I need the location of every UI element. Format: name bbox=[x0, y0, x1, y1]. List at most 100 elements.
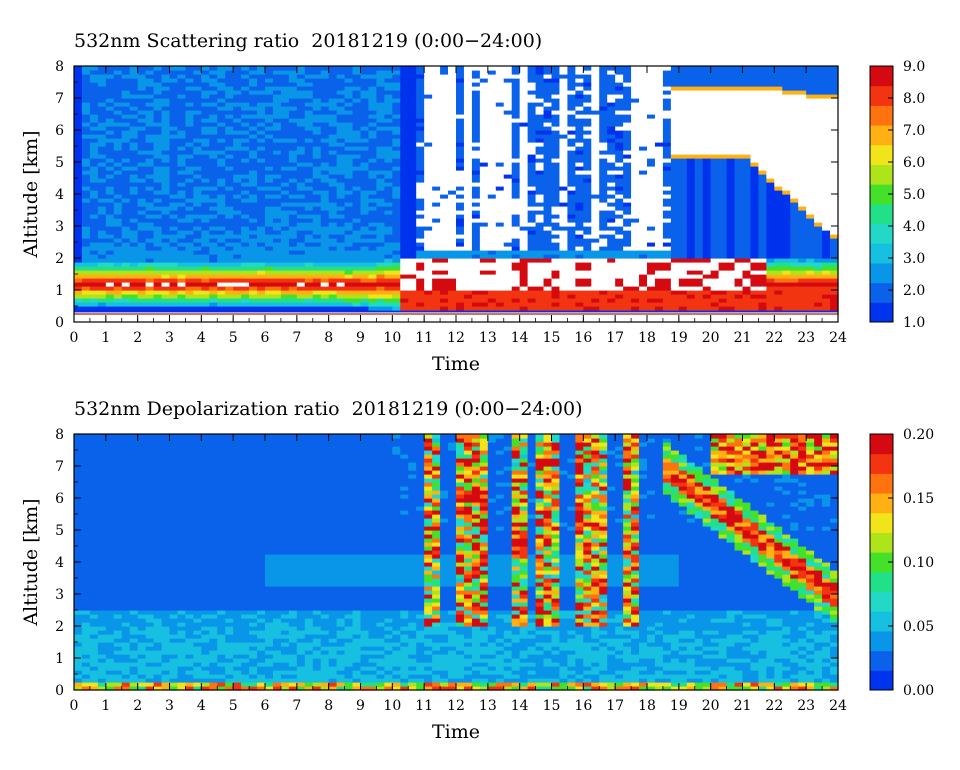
heatmap-cell bbox=[105, 274, 115, 279]
heatmap-cell bbox=[312, 66, 322, 71]
heatmap-cell bbox=[280, 118, 290, 123]
heatmap-cell bbox=[161, 110, 171, 115]
heatmap-cell bbox=[241, 238, 250, 243]
heatmap-cell bbox=[89, 150, 99, 155]
heatmap-cell bbox=[129, 270, 139, 275]
heatmap-cell bbox=[105, 134, 115, 139]
heatmap-cell bbox=[89, 126, 99, 131]
heatmap-cell bbox=[360, 90, 370, 95]
heatmap-cell bbox=[320, 158, 330, 163]
heatmap-cell bbox=[368, 178, 378, 183]
heatmap-cell bbox=[448, 302, 457, 307]
heatmap-cell bbox=[121, 182, 131, 187]
heatmap-cell bbox=[217, 242, 226, 247]
heatmap-cell bbox=[440, 78, 449, 83]
heatmap-cell bbox=[376, 266, 385, 271]
heatmap-cell bbox=[432, 150, 441, 155]
heatmap-cell bbox=[193, 294, 202, 299]
heatmap-cell bbox=[599, 274, 608, 279]
heatmap-cell bbox=[193, 98, 202, 103]
heatmap-cell bbox=[145, 286, 155, 291]
heatmap-cell bbox=[368, 154, 378, 159]
heatmap-cell bbox=[344, 178, 354, 183]
heatmap-cell bbox=[272, 122, 282, 127]
heatmap-cell bbox=[74, 210, 83, 215]
heatmap-cell bbox=[185, 170, 194, 175]
heatmap-cell bbox=[129, 118, 139, 123]
heatmap-cell bbox=[631, 94, 640, 99]
heatmap-cell bbox=[217, 282, 226, 287]
heatmap-cell bbox=[615, 186, 624, 191]
heatmap-cell bbox=[495, 242, 505, 247]
heatmap-cell bbox=[623, 154, 632, 159]
heatmap-cell bbox=[89, 290, 99, 295]
heatmap-cell bbox=[161, 114, 171, 119]
heatmap-cell bbox=[360, 174, 370, 179]
heatmap-cell bbox=[424, 126, 433, 131]
heatmap-cell bbox=[599, 166, 608, 171]
heatmap-cell bbox=[352, 250, 362, 255]
heatmap-cell bbox=[647, 258, 656, 263]
heatmap-cell bbox=[217, 190, 226, 195]
heatmap-cell bbox=[416, 98, 425, 103]
heatmap-cell bbox=[217, 170, 226, 175]
heatmap-cell bbox=[360, 162, 370, 167]
heatmap-cell bbox=[217, 298, 226, 303]
heatmap-cell bbox=[400, 282, 409, 287]
heatmap-cell bbox=[368, 126, 378, 131]
heatmap-cell bbox=[89, 158, 99, 163]
heatmap-cell bbox=[448, 274, 457, 279]
heatmap-cell bbox=[233, 154, 242, 159]
heatmap-cell bbox=[647, 146, 656, 151]
heatmap-cell bbox=[249, 246, 258, 251]
heatmap-cell bbox=[376, 258, 385, 263]
heatmap-cell bbox=[368, 234, 378, 239]
heatmap-cell bbox=[344, 170, 354, 175]
heatmap-cell bbox=[543, 278, 553, 283]
heatmap-cell bbox=[639, 82, 648, 87]
heatmap-cell bbox=[81, 242, 91, 247]
heatmap-cell bbox=[265, 118, 274, 123]
heatmap-cell bbox=[121, 254, 131, 259]
heatmap-cell bbox=[519, 306, 529, 311]
heatmap-cell bbox=[145, 206, 155, 211]
heatmap-cell bbox=[535, 270, 545, 275]
heatmap-cell bbox=[161, 178, 171, 183]
heatmap-cell bbox=[400, 182, 409, 187]
heatmap-cell bbox=[599, 178, 608, 183]
heatmap-cell bbox=[265, 290, 274, 295]
heatmap-cell bbox=[105, 78, 115, 83]
heatmap-cell bbox=[471, 150, 481, 155]
heatmap-cell bbox=[599, 238, 608, 243]
heatmap-cell bbox=[551, 78, 561, 83]
heatmap-cell bbox=[376, 114, 385, 119]
heatmap-cell bbox=[257, 294, 266, 299]
heatmap-cell bbox=[567, 142, 576, 147]
heatmap-cell bbox=[193, 258, 202, 263]
heatmap-cell bbox=[185, 258, 194, 263]
heatmap-cell bbox=[615, 266, 624, 271]
heatmap-cell bbox=[487, 238, 497, 243]
heatmap-cell bbox=[328, 102, 338, 107]
heatmap-cell bbox=[575, 162, 584, 167]
heatmap-cell bbox=[487, 78, 497, 83]
heatmap-cell bbox=[376, 250, 385, 255]
heatmap-cell bbox=[615, 250, 624, 255]
heatmap-cell bbox=[479, 98, 489, 103]
heatmap-cell bbox=[583, 178, 592, 183]
heatmap-cell bbox=[97, 250, 107, 255]
heatmap-cell bbox=[686, 158, 696, 163]
heatmap-cell bbox=[360, 214, 370, 219]
heatmap-cell bbox=[670, 230, 680, 235]
heatmap-cell bbox=[686, 74, 696, 79]
scattering-ratio-panel: 532nm Scattering ratio 20181219 (0:00−24… bbox=[20, 30, 925, 375]
heatmap-cell bbox=[169, 118, 179, 123]
heatmap-cell bbox=[408, 214, 417, 219]
heatmap-cell bbox=[312, 282, 322, 287]
heatmap-cell bbox=[559, 126, 569, 131]
heatmap-cell bbox=[456, 262, 465, 267]
heatmap-cell bbox=[360, 138, 370, 143]
heatmap-cell bbox=[551, 174, 561, 179]
heatmap-cell bbox=[113, 114, 123, 119]
heatmap-cell bbox=[487, 286, 497, 291]
